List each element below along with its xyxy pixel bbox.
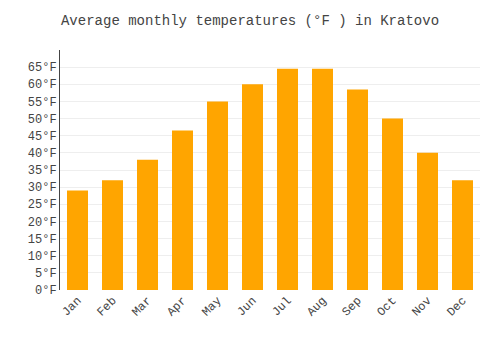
svg-text:Mar: Mar <box>129 294 154 319</box>
svg-text:10°F: 10°F <box>28 250 57 264</box>
svg-text:Jul: Jul <box>269 294 294 319</box>
svg-text:May: May <box>199 294 224 319</box>
svg-text:30°F: 30°F <box>28 181 57 195</box>
svg-text:0°F: 0°F <box>35 284 57 298</box>
svg-text:Oct: Oct <box>374 294 399 319</box>
svg-text:65°F: 65°F <box>28 61 57 75</box>
svg-text:45°F: 45°F <box>28 130 57 144</box>
svg-text:Average monthly temperatures (: Average monthly temperatures (°F ) in Kr… <box>61 13 439 29</box>
svg-text:60°F: 60°F <box>28 78 57 92</box>
svg-text:Jun: Jun <box>234 294 259 319</box>
svg-text:35°F: 35°F <box>28 164 57 178</box>
svg-text:Nov: Nov <box>409 294 434 319</box>
svg-text:Aug: Aug <box>304 294 329 319</box>
svg-text:Apr: Apr <box>164 294 189 319</box>
svg-text:Feb: Feb <box>94 294 119 319</box>
svg-text:Jan: Jan <box>59 294 84 319</box>
svg-text:25°F: 25°F <box>28 198 57 212</box>
svg-text:Dec: Dec <box>444 294 469 319</box>
svg-text:Sep: Sep <box>339 294 364 319</box>
svg-text:40°F: 40°F <box>28 147 57 161</box>
svg-text:5°F: 5°F <box>35 267 57 281</box>
svg-text:50°F: 50°F <box>28 113 57 127</box>
svg-text:55°F: 55°F <box>28 96 57 110</box>
svg-text:20°F: 20°F <box>28 216 57 230</box>
svg-text:15°F: 15°F <box>28 233 57 247</box>
